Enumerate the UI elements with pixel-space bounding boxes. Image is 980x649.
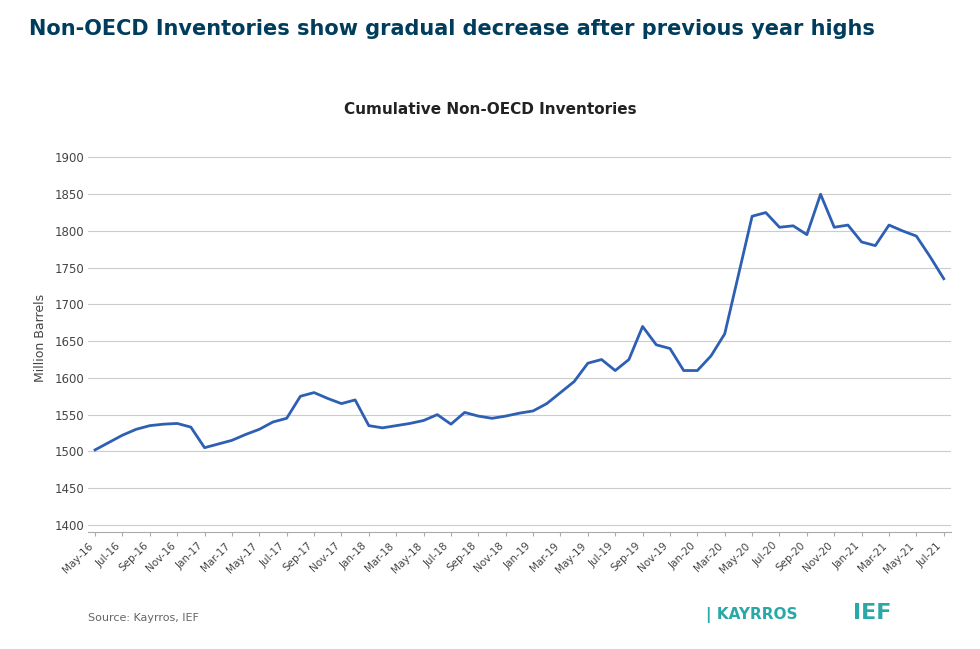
Text: | KAYRROS: | KAYRROS [706,607,797,623]
Text: IEF: IEF [853,603,891,623]
Y-axis label: Million Barrels: Million Barrels [34,293,47,382]
Text: Cumulative Non-OECD Inventories: Cumulative Non-OECD Inventories [344,102,636,117]
Text: Source: Kayrros, IEF: Source: Kayrros, IEF [88,613,199,623]
Text: Non-OECD Inventories show gradual decrease after previous year highs: Non-OECD Inventories show gradual decrea… [29,19,875,40]
